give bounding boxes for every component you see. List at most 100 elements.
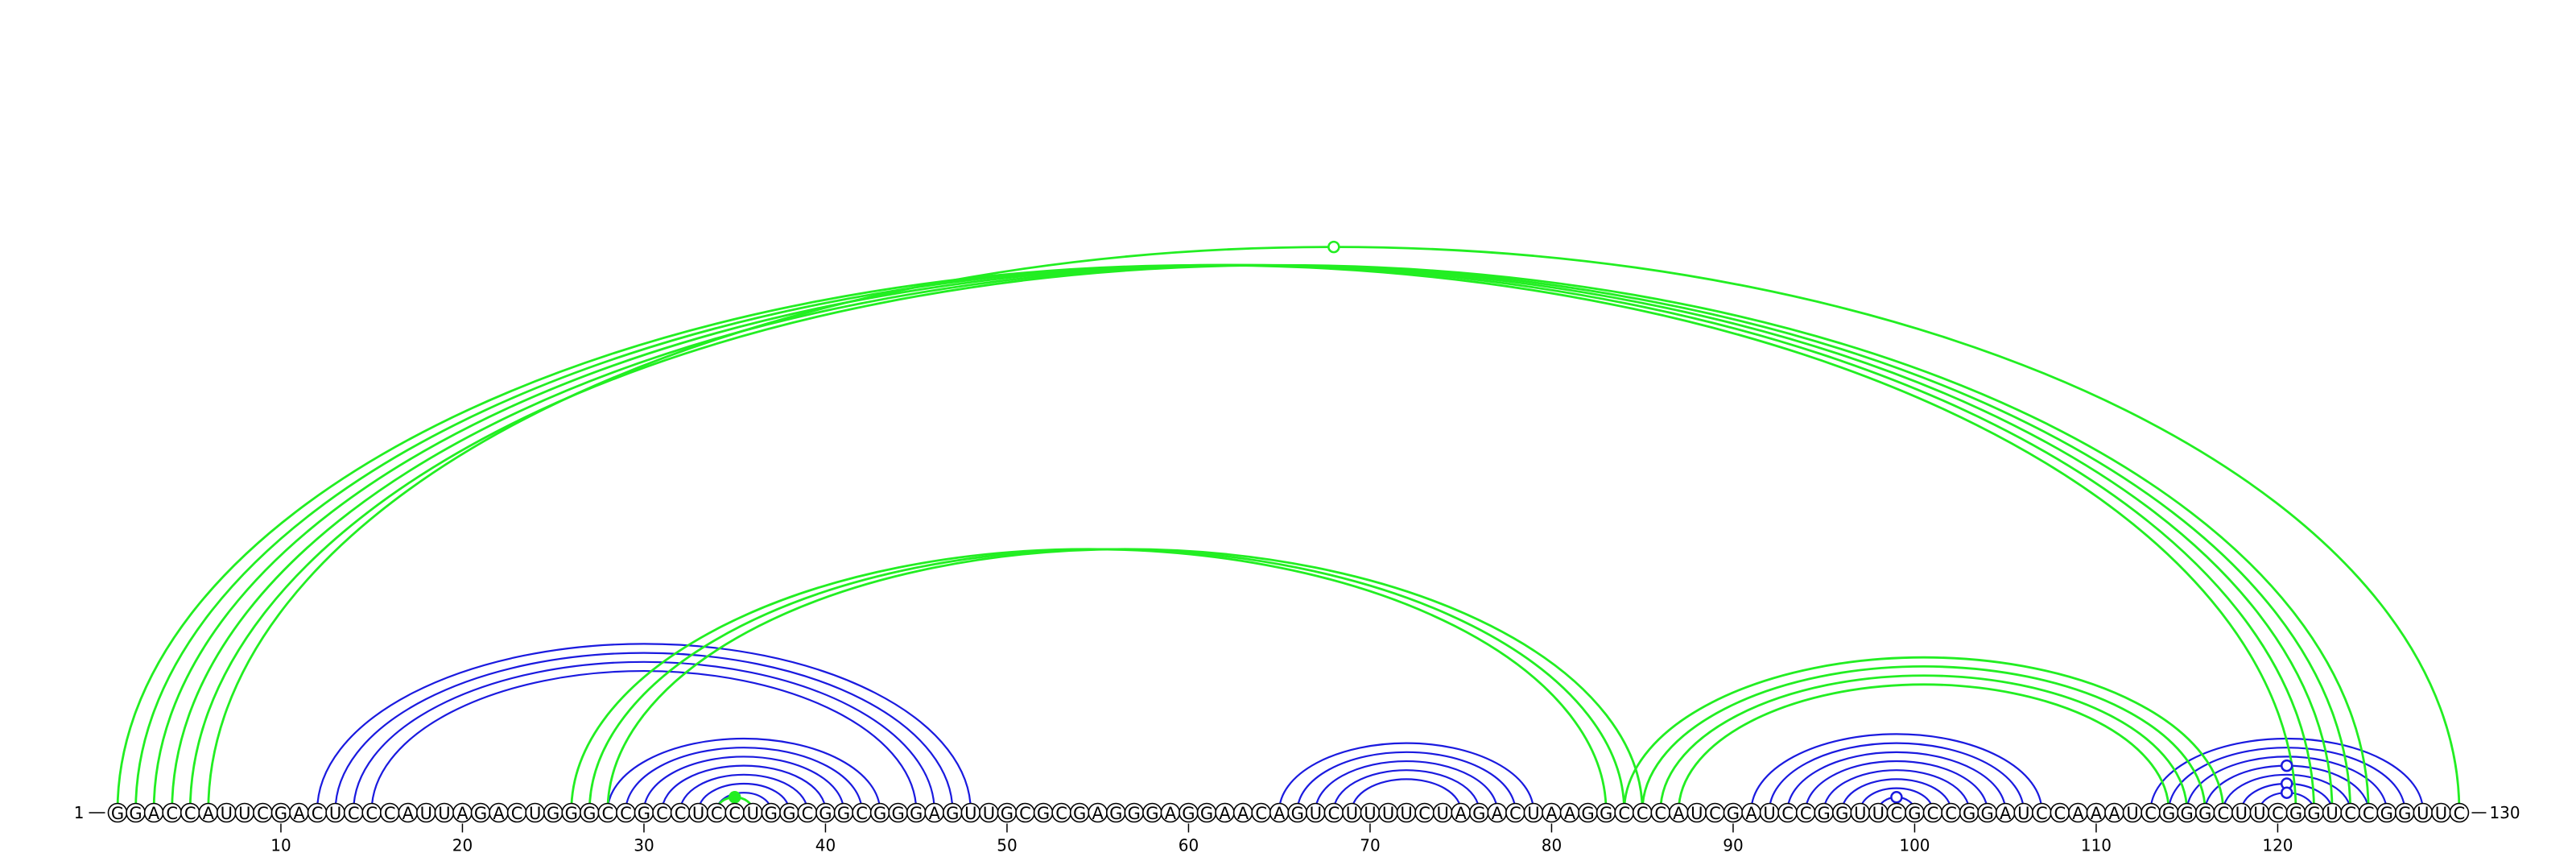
sequence-end-label: 130 [2489, 803, 2520, 822]
nucleotide-26: G [561, 802, 582, 823]
nucleotide-letter: U [1690, 804, 1703, 823]
nucleotide-letter: U [529, 804, 541, 823]
arc-green-2-122 [134, 263, 2315, 812]
arc-blue-33-38 [697, 782, 791, 812]
nucleotide-105: A [1995, 802, 2016, 823]
nucleotide-15: C [361, 802, 382, 823]
nucleotide-5: C [180, 802, 200, 823]
nucleotide-43: G [869, 802, 890, 823]
nucleotide-114: G [2158, 802, 2179, 823]
nucleotide-123: U [2322, 802, 2343, 823]
nucleotide-3: A [143, 802, 164, 823]
nucleotide-108: C [2050, 802, 2070, 823]
arc-blue-68-76 [1332, 769, 1480, 812]
nucleotide-letter: G [892, 804, 905, 823]
nucleotide-28: C [597, 802, 618, 823]
nucleotide-letter: C [1328, 804, 1340, 823]
nucleotide-8: U [234, 802, 255, 823]
nucleotide-129: U [2431, 802, 2451, 823]
arc-blue-14-46 [353, 660, 935, 812]
tick-110: 110 [2081, 823, 2112, 855]
tick-80: 80 [1542, 823, 1562, 855]
nucleotide-letter: C [2272, 804, 2284, 823]
marker-blue-119-122 [2280, 786, 2293, 799]
marker-green-6-130 [1327, 240, 1340, 254]
nucleotide-67: U [1306, 802, 1326, 823]
nucleotide-letter: G [275, 804, 287, 823]
nucleotide-letter: G [1600, 804, 1612, 823]
nucleotide-23: C [506, 802, 527, 823]
nucleotide-letter: C [1654, 804, 1666, 823]
nucleotide-letter: C [2054, 804, 2066, 823]
nucleotide-1: G [107, 802, 128, 823]
nucleotide-letter: A [293, 804, 305, 823]
nucleotide-letter: A [1492, 804, 1504, 823]
arc-blue-31-40 [661, 764, 827, 812]
nucleotide-94: C [1795, 802, 1816, 823]
nucleotide-110: A [2086, 802, 2107, 823]
nucleotide-33: U [688, 802, 708, 823]
tick-label: 50 [997, 836, 1017, 855]
nucleotide-40: G [815, 802, 836, 823]
nucleotide-69: U [1342, 802, 1362, 823]
nucleotide-122: G [2304, 802, 2324, 823]
nucleotide-95: G [1814, 802, 1834, 823]
arc-blue-114-127 [2168, 747, 2406, 812]
nucleotide-letter: A [1546, 804, 1558, 823]
nucleotide-74: U [1432, 802, 1453, 823]
nucleotide-68: C [1323, 802, 1344, 823]
nucleotide-106: U [2013, 802, 2034, 823]
nucleotide-48: U [960, 802, 981, 823]
arc-blue-97-101 [1859, 787, 1934, 812]
nucleotide-18: U [416, 802, 436, 823]
nucleotide-53: C [1051, 802, 1071, 823]
nucleotide-78: C [1505, 802, 1525, 823]
nucleotide-letter: A [2108, 804, 2120, 823]
nucleotide-letter: C [675, 804, 687, 823]
nucleotide-letter: U [1382, 804, 1394, 823]
arc-blue-30-41 [642, 756, 845, 812]
nucleotide-letter: C [2217, 804, 2229, 823]
nucleotide-letter: G [129, 804, 142, 823]
nucleotide-letter: C [1637, 804, 1649, 823]
nucleotide-letter: U [2017, 804, 2029, 823]
nucleotide-letter: U [238, 804, 250, 823]
nucleotide-letter: U [1763, 804, 1775, 823]
nucleotide-letter: U [1400, 804, 1412, 823]
nucleotide-letter: C [184, 804, 196, 823]
nucleotide-59: A [1160, 802, 1181, 823]
nucleotide-39: C [797, 802, 818, 823]
nucleotide-letter: G [547, 804, 559, 823]
nucleotide-letter: U [438, 804, 450, 823]
nucleotide-letter: G [1908, 804, 1921, 823]
nucleotide-22: A [489, 802, 509, 823]
nucleotide-letter: G [1182, 804, 1195, 823]
nucleotide-79: U [1523, 802, 1544, 823]
nucleotide-letter: C [1019, 804, 1031, 823]
nucleotide-letter: C [729, 804, 741, 823]
nucleotide-letter: C [1891, 804, 1903, 823]
nucleotide-120: C [2268, 802, 2288, 823]
marker-blue-98-100 [1890, 791, 1903, 804]
nucleotide-89: C [1705, 802, 1725, 823]
nucleotide-32: C [670, 802, 691, 823]
tick-label: 110 [2081, 836, 2112, 855]
nucleotide-107: C [2032, 802, 2052, 823]
nucleotide-letter: G [1128, 804, 1141, 823]
arc-blue-95-103 [1823, 769, 1971, 812]
arc-blue-15-45 [370, 669, 918, 812]
nucleotide-letter: G [2398, 804, 2411, 823]
nucleotide-letter: G [1472, 804, 1485, 823]
nucleotide-letter: G [583, 804, 596, 823]
arc-green-4-124 [171, 263, 2352, 812]
nucleotide-letter: C [384, 804, 396, 823]
nucleotide-42: C [852, 802, 872, 823]
nucleotide-115: G [2177, 802, 2197, 823]
arc-blue-66-78 [1296, 751, 1517, 812]
nucleotide-letter: G [873, 804, 886, 823]
nucleotide-97: U [1850, 802, 1871, 823]
nucleotide-letter: U [2126, 804, 2138, 823]
nucleotide-letter: U [2253, 804, 2265, 823]
nucleotide-circle [2449, 802, 2470, 823]
tick-70: 70 [1360, 823, 1381, 855]
